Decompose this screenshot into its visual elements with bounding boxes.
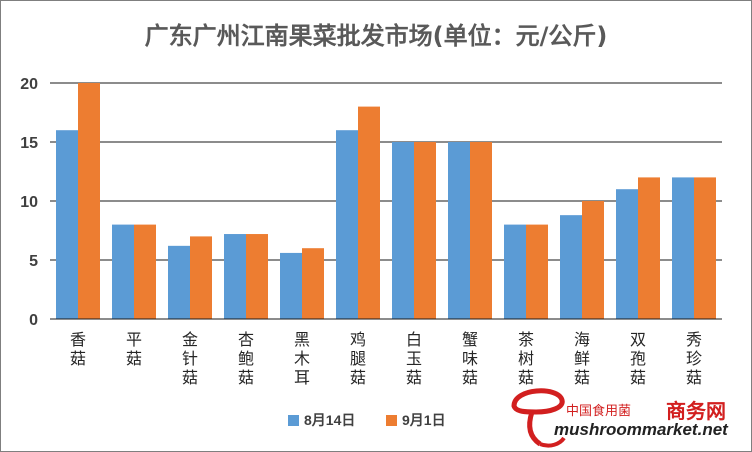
- y-tick-label-3: 15: [20, 135, 38, 152]
- x-tick-label-6-0: 白: [406, 330, 422, 349]
- bar-series1-cat4: [302, 248, 324, 319]
- bar-series0-cat4: [280, 252, 302, 319]
- bar-series0-cat8: [504, 224, 526, 319]
- legend-item-0: 8月14日: [288, 410, 355, 430]
- bar-series1-cat8: [526, 224, 548, 319]
- bar-series1-cat6: [414, 142, 436, 319]
- x-tick-label-1-0: 平: [126, 330, 142, 349]
- x-tick-label-1-1: 菇: [126, 349, 142, 368]
- x-tick-label-4-0: 黑: [294, 330, 310, 349]
- x-tick-label-2-2: 菇: [182, 368, 198, 387]
- x-tick-label-8-2: 菇: [518, 368, 534, 387]
- bar-series1-cat9: [582, 201, 604, 319]
- x-tick-label-8-0: 茶: [518, 330, 534, 349]
- x-tick-label-10-1: 孢: [630, 349, 646, 368]
- x-tick-label-11-0: 秀: [686, 330, 702, 349]
- x-tick-label-6-1: 玉: [406, 349, 422, 368]
- bar-series1-cat3: [246, 234, 268, 319]
- x-tick-label-0-1: 菇: [70, 349, 86, 368]
- bar-series1-cat10: [638, 177, 660, 319]
- x-tick-label-4-1: 木: [294, 349, 310, 368]
- legend-swatch-0: [288, 415, 299, 426]
- x-tick-label-5-0: 鸡: [350, 330, 366, 349]
- x-tick-label-2-1: 针: [182, 349, 198, 368]
- x-tick-label-9-0: 海: [574, 330, 590, 349]
- x-tick-label-11-1: 珍: [686, 349, 702, 368]
- bar-series1-cat7: [470, 142, 492, 319]
- legend-swatch-1: [386, 415, 397, 426]
- x-tick-label-10-0: 双: [630, 330, 646, 349]
- bar-series0-cat1: [112, 224, 134, 319]
- x-tick-label-9-2: 菇: [574, 368, 590, 387]
- bar-series1-cat0: [78, 83, 100, 319]
- x-tick-label-8-1: 树: [518, 349, 534, 368]
- legend-item-1: 9月1日: [386, 410, 446, 430]
- x-tick-label-5-1: 腿: [350, 349, 366, 368]
- x-tick-label-0-0: 香: [70, 330, 86, 349]
- x-tick-label-9-1: 鲜: [574, 349, 590, 368]
- watermark-text-cn-b: 商务网: [666, 399, 726, 423]
- watermark-url: mushroommarket.net: [554, 420, 728, 439]
- y-tick-label-2: 10: [20, 194, 38, 211]
- x-tick-label-5-2: 菇: [350, 368, 366, 387]
- bar-series0-cat2: [168, 245, 190, 319]
- bar-series0-cat0: [56, 130, 78, 319]
- bar-series0-cat6: [392, 142, 414, 319]
- chart-title: 广东广州江南果菜批发市场(单位：元/公斤): [144, 22, 608, 50]
- x-tick-label-11-2: 菇: [686, 368, 702, 387]
- watermark: 中国食用菌 商务网 mushroommarket.net: [506, 378, 752, 452]
- x-tick-label-4-2: 耳: [294, 368, 310, 387]
- mushroom-logo-icon: [511, 388, 566, 448]
- x-tick-label-3-1: 鲍: [238, 349, 254, 368]
- bar-series0-cat3: [224, 234, 246, 319]
- bar-series1-cat1: [134, 224, 156, 319]
- x-tick-label-7-2: 菇: [462, 368, 478, 387]
- x-tick-label-3-0: 杏: [238, 330, 254, 349]
- bar-series0-cat9: [560, 215, 582, 319]
- watermark-text-cn-a: 中国食用菌: [566, 404, 632, 419]
- y-tick-label-0: 0: [29, 312, 38, 329]
- legend-label-0: 8月14日: [304, 412, 356, 428]
- x-tick-label-7-0: 蟹: [462, 330, 478, 349]
- bar-series1-cat2: [190, 236, 212, 319]
- x-tick-label-7-1: 味: [462, 349, 478, 368]
- x-tick-label-10-2: 菇: [630, 368, 646, 387]
- bar-series1-cat11: [694, 177, 716, 319]
- x-tick-label-3-2: 菇: [238, 368, 254, 387]
- bar-series0-cat11: [672, 177, 694, 319]
- y-tick-label-1: 5: [29, 253, 38, 270]
- legend-label-1: 9月1日: [402, 412, 446, 428]
- y-tick-label-4: 20: [20, 76, 38, 93]
- x-tick-label-6-2: 菇: [406, 368, 422, 387]
- x-tick-label-2-0: 金: [182, 330, 198, 349]
- bar-series0-cat5: [336, 130, 358, 319]
- bar-series1-cat5: [358, 106, 380, 319]
- bar-series0-cat7: [448, 142, 470, 319]
- bar-series0-cat10: [616, 189, 638, 319]
